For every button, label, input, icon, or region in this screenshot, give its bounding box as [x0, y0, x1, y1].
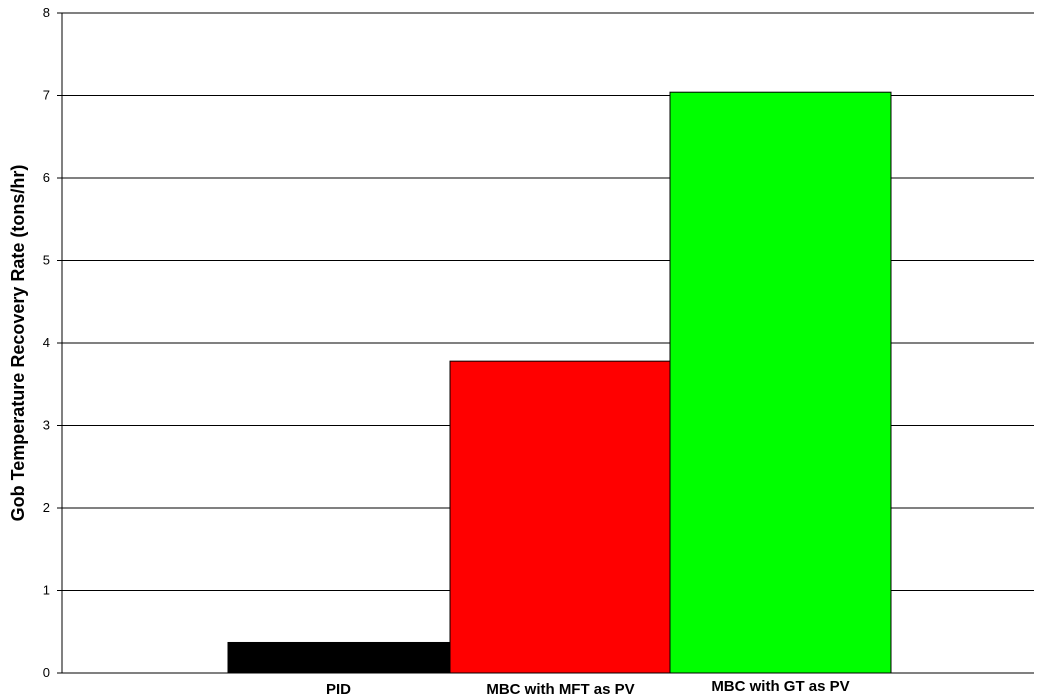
- y-tick-label: 4: [43, 335, 50, 350]
- y-tick-label: 0: [43, 665, 50, 680]
- x-tick-labels: PID MBC with MFT as PV MBC with GT as PV: [326, 678, 850, 698]
- y-axis-title: Gob Temperature Recovery Rate (tons/hr): [8, 165, 28, 522]
- y-tick-label: 1: [43, 583, 50, 598]
- bar-pid: [227, 641, 450, 674]
- x-tick-label: PID: [326, 681, 351, 698]
- y-tick-label: 2: [43, 500, 50, 515]
- bars: [227, 91, 892, 674]
- x-tick-label: MBC with GT as PV: [711, 678, 849, 695]
- y-tick-label: 3: [43, 418, 50, 433]
- bar-mbc-with-mft-as-pv: [449, 360, 672, 674]
- y-tick-label: 7: [43, 88, 50, 103]
- bar-mbc-with-gt-as-pv: [669, 91, 892, 674]
- x-tick-label: MBC with MFT as PV: [486, 681, 634, 698]
- y-tick-label: 8: [43, 5, 50, 20]
- y-tick-label: 5: [43, 253, 50, 268]
- y-tick-label: 6: [43, 170, 50, 185]
- y-tick-labels: 0 1 2 3 4 5 6 7 8: [43, 5, 50, 680]
- axes: [57, 12, 1034, 674]
